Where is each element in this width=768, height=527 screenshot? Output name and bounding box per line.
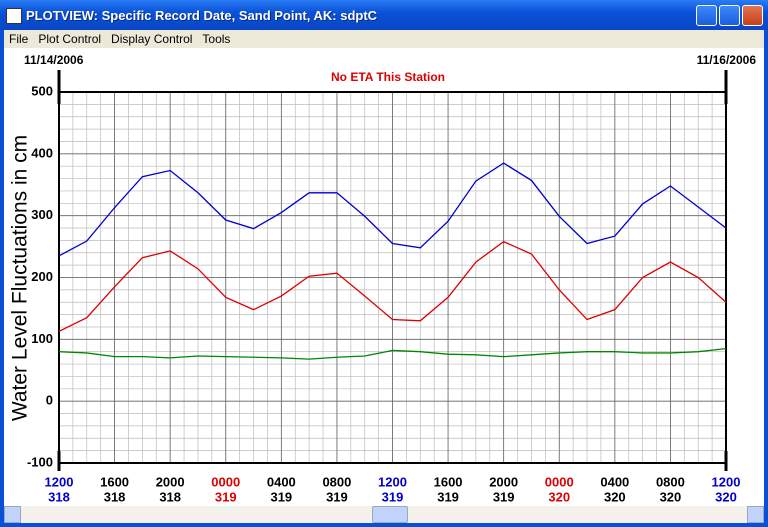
x-tick-label: 1200 <box>712 474 741 489</box>
x-tick-day: 320 <box>548 489 570 504</box>
menu-item[interactable]: File <box>9 32 29 46</box>
start-date: 11/14/2006 <box>24 53 84 67</box>
y-tick-label: -100 <box>27 454 53 469</box>
y-axis-label: Water Level Fluctuations in cm <box>9 135 32 421</box>
x-tick-label: 1200 <box>378 474 407 489</box>
x-tick-label: 1200 <box>45 474 74 489</box>
minimize-button[interactable] <box>696 5 717 26</box>
x-tick-day: 319 <box>493 489 515 504</box>
menu-item[interactable]: Display Control <box>111 32 193 46</box>
x-tick-day: 318 <box>104 489 126 504</box>
chart: 11/14/2006 11/16/2006 No ETA This Statio… <box>4 48 764 506</box>
end-date: 11/16/2006 <box>697 53 757 67</box>
maximize-button[interactable] <box>719 5 740 26</box>
scroll-right[interactable] <box>747 506 764 523</box>
data-line <box>58 240 727 332</box>
x-tick-day: 320 <box>604 489 626 504</box>
x-tick-label: 0800 <box>322 474 351 489</box>
app-icon <box>6 8 22 24</box>
window-title: PLOTVIEW: Specific Record Date, Sand Poi… <box>26 8 378 23</box>
x-tick-day: 318 <box>48 489 70 504</box>
scroll-left[interactable] <box>4 506 21 523</box>
x-tick-day: 319 <box>270 489 292 504</box>
y-tick-label: 300 <box>31 207 53 222</box>
x-tick-day: 319 <box>382 489 404 504</box>
title-bar: PLOTVIEW: Specific Record Date, Sand Poi… <box>0 0 768 30</box>
x-tick-day: 319 <box>326 489 348 504</box>
menu-bar: File Plot Control Display Control Tools <box>4 30 764 48</box>
close-button[interactable] <box>742 5 763 26</box>
x-tick-label: 1600 <box>100 474 129 489</box>
y-tick-label: 200 <box>31 269 53 284</box>
x-tick-day: 319 <box>215 489 237 504</box>
data-line <box>58 162 727 257</box>
x-tick-label: 2000 <box>489 474 518 489</box>
x-tick-day: 319 <box>437 489 459 504</box>
y-tick-label: 500 <box>31 83 53 98</box>
x-tick-label: 0400 <box>600 474 629 489</box>
chart-title: No ETA This Station <box>331 70 445 84</box>
x-tick-day: 318 <box>159 489 181 504</box>
x-tick-label: 0000 <box>545 474 574 489</box>
chart-background <box>4 48 764 506</box>
y-tick-label: 400 <box>31 145 53 160</box>
plot-border <box>58 91 727 464</box>
x-tick-label: 1600 <box>434 474 463 489</box>
x-tick-label: 0000 <box>211 474 240 489</box>
scroll-thumb[interactable] <box>372 506 408 523</box>
x-tick-label: 2000 <box>156 474 185 489</box>
data-line <box>58 347 727 360</box>
x-tick-label: 0800 <box>656 474 685 489</box>
x-tick-label: 0400 <box>267 474 296 489</box>
horizontal-scrollbar[interactable] <box>4 506 764 523</box>
y-tick-label: 100 <box>31 331 53 346</box>
menu-item[interactable]: Tools <box>202 32 231 46</box>
x-tick-day: 320 <box>660 489 682 504</box>
menu-item[interactable]: Plot Control <box>38 32 102 46</box>
y-tick-label: 0 <box>46 393 53 408</box>
x-tick-day: 320 <box>715 489 737 504</box>
